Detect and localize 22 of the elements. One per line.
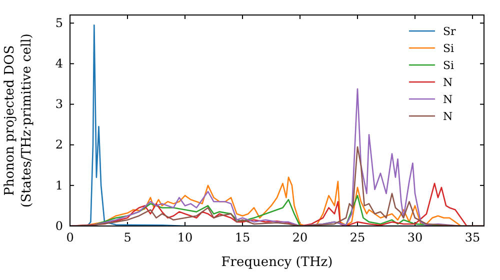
x-tick-label: 0 bbox=[66, 230, 74, 245]
legend-label: N bbox=[443, 110, 453, 123]
x-tick-label: 30 bbox=[407, 230, 423, 245]
legend-label: N bbox=[443, 93, 453, 106]
y-tick-label: 1 bbox=[55, 178, 63, 192]
legend-label: Sr bbox=[443, 25, 457, 38]
x-axis-title: Frequency (THz) bbox=[221, 255, 333, 270]
y-tick-label: 3 bbox=[55, 97, 63, 112]
x-tick-label: 35 bbox=[464, 230, 480, 245]
y-tick-label: 0 bbox=[55, 218, 63, 233]
x-tick-label: 25 bbox=[350, 230, 366, 245]
y-tick-label: 5 bbox=[55, 16, 63, 30]
x-tick-label: 10 bbox=[177, 230, 193, 245]
y-tick-label: 2 bbox=[55, 138, 63, 152]
legend-label: N bbox=[443, 76, 453, 89]
y-axis-title: Phonon projected DOS (States/THz·primitive cell) bbox=[2, 33, 34, 208]
x-tick-label: 5 bbox=[124, 230, 132, 245]
legend-label: Si bbox=[443, 42, 455, 55]
x-tick-label: 15 bbox=[234, 230, 250, 245]
x-tick-label: 20 bbox=[292, 230, 308, 245]
legend-label: Si bbox=[443, 59, 455, 72]
y-tick-label: 4 bbox=[55, 56, 64, 71]
